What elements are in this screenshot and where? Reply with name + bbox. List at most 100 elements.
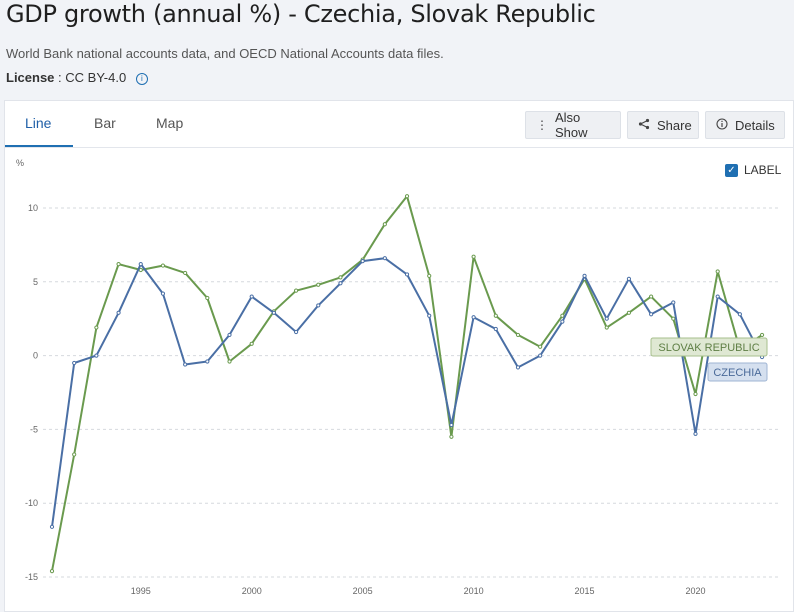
tab-line[interactable]: Line <box>25 115 52 131</box>
data-point <box>737 312 742 317</box>
data-point <box>116 310 121 315</box>
more-vertical-icon: ⋮ <box>536 118 548 132</box>
x-tick-label: 2000 <box>242 586 262 596</box>
data-point <box>94 353 99 358</box>
data-point <box>404 272 410 277</box>
data-point <box>515 332 521 338</box>
data-point <box>493 326 498 332</box>
data-point <box>715 294 720 299</box>
details-label: Details <box>735 117 775 133</box>
data-point <box>249 341 254 346</box>
y-axis-unit-label: % <box>16 158 24 168</box>
data-point <box>404 194 410 199</box>
y-tick-label: 0 <box>33 351 38 361</box>
data-point <box>715 269 720 274</box>
series-label-slovak-republic: SLOVAK REPUBLIC <box>658 342 759 354</box>
data-point <box>671 316 676 321</box>
data-point <box>227 359 232 364</box>
also-show-label: Also Show <box>555 110 588 140</box>
view-tabs: Line Bar Map ⋮ Also Show Share Details <box>5 101 793 148</box>
data-point <box>72 360 77 366</box>
data-point <box>427 273 432 278</box>
y-tick-label: -15 <box>25 572 38 582</box>
info-circle-icon <box>716 117 728 133</box>
license-line: License : CC BY-4.0 i <box>6 70 148 85</box>
share-label: Share <box>657 117 692 133</box>
series-label-slovak-republic-box <box>650 337 768 357</box>
data-point <box>205 359 210 364</box>
checkbox-checked-icon[interactable]: ✓ <box>725 163 738 177</box>
tab-map[interactable]: Map <box>156 115 184 131</box>
data-point <box>471 254 476 259</box>
x-tick-label: 2020 <box>685 586 705 596</box>
data-point <box>249 294 254 299</box>
tab-bar[interactable]: Bar <box>94 115 116 131</box>
data-point <box>604 325 609 330</box>
data-point <box>538 344 543 349</box>
y-tick-label: -5 <box>30 424 38 434</box>
x-tick-label: 2010 <box>464 586 484 596</box>
data-point <box>649 294 654 299</box>
data-point <box>360 259 365 264</box>
data-point <box>493 313 498 318</box>
y-tick-label: 10 <box>28 203 38 213</box>
data-point <box>382 256 387 261</box>
data-point <box>338 275 343 280</box>
data-point <box>604 316 609 321</box>
x-tick-label: 2005 <box>353 586 373 596</box>
data-point <box>271 310 276 315</box>
share-icon <box>638 118 650 133</box>
data-point <box>449 422 454 428</box>
active-tab-indicator <box>5 145 73 147</box>
data-point <box>183 270 188 276</box>
info-icon[interactable]: i <box>135 73 148 85</box>
details-button[interactable]: Details <box>705 111 785 139</box>
data-point <box>427 313 432 318</box>
data-point <box>160 291 166 296</box>
data-point <box>94 325 99 330</box>
data-point <box>560 319 565 324</box>
data-point <box>515 365 521 370</box>
data-point <box>626 310 632 315</box>
series-label-czechia: CZECHIA <box>713 367 762 379</box>
data-point <box>49 568 55 574</box>
page-title: GDP growth (annual %) - Czechia, Slovak … <box>6 0 596 28</box>
data-point <box>582 273 587 278</box>
data-point <box>626 276 632 281</box>
also-show-button[interactable]: ⋮ Also Show <box>525 110 621 140</box>
license-label: License <box>6 70 55 85</box>
data-point <box>560 313 565 318</box>
y-tick-label: -10 <box>25 498 38 508</box>
x-tick-label: 1995 <box>131 586 151 596</box>
data-point <box>183 362 188 367</box>
data-point <box>116 261 121 267</box>
data-point <box>693 431 698 436</box>
data-point <box>449 434 454 439</box>
data-point <box>205 295 210 301</box>
label-toggle[interactable]: ✓ LABEL <box>725 163 781 177</box>
data-point <box>160 263 166 268</box>
data-point <box>649 312 654 317</box>
data-point <box>316 282 321 287</box>
series-line-czechia <box>51 257 763 527</box>
data-point <box>138 261 143 267</box>
data-point <box>227 332 232 338</box>
data-point <box>693 391 698 397</box>
data-point <box>538 353 543 358</box>
license-value: : CC BY-4.0 <box>58 70 127 85</box>
data-point <box>316 303 321 308</box>
data-point <box>471 315 476 320</box>
label-toggle-text: LABEL <box>744 163 782 177</box>
data-point <box>72 452 77 457</box>
data-point <box>49 524 55 529</box>
data-point <box>671 300 676 305</box>
x-tick-label: 2015 <box>575 586 595 596</box>
y-tick-label: 5 <box>33 277 38 287</box>
series-line-slovak-republic <box>51 195 763 572</box>
data-point <box>293 288 299 293</box>
data-point <box>759 332 765 338</box>
source-note: World Bank national accounts data, and O… <box>6 46 444 61</box>
share-button[interactable]: Share <box>627 111 699 139</box>
data-point <box>382 222 387 227</box>
